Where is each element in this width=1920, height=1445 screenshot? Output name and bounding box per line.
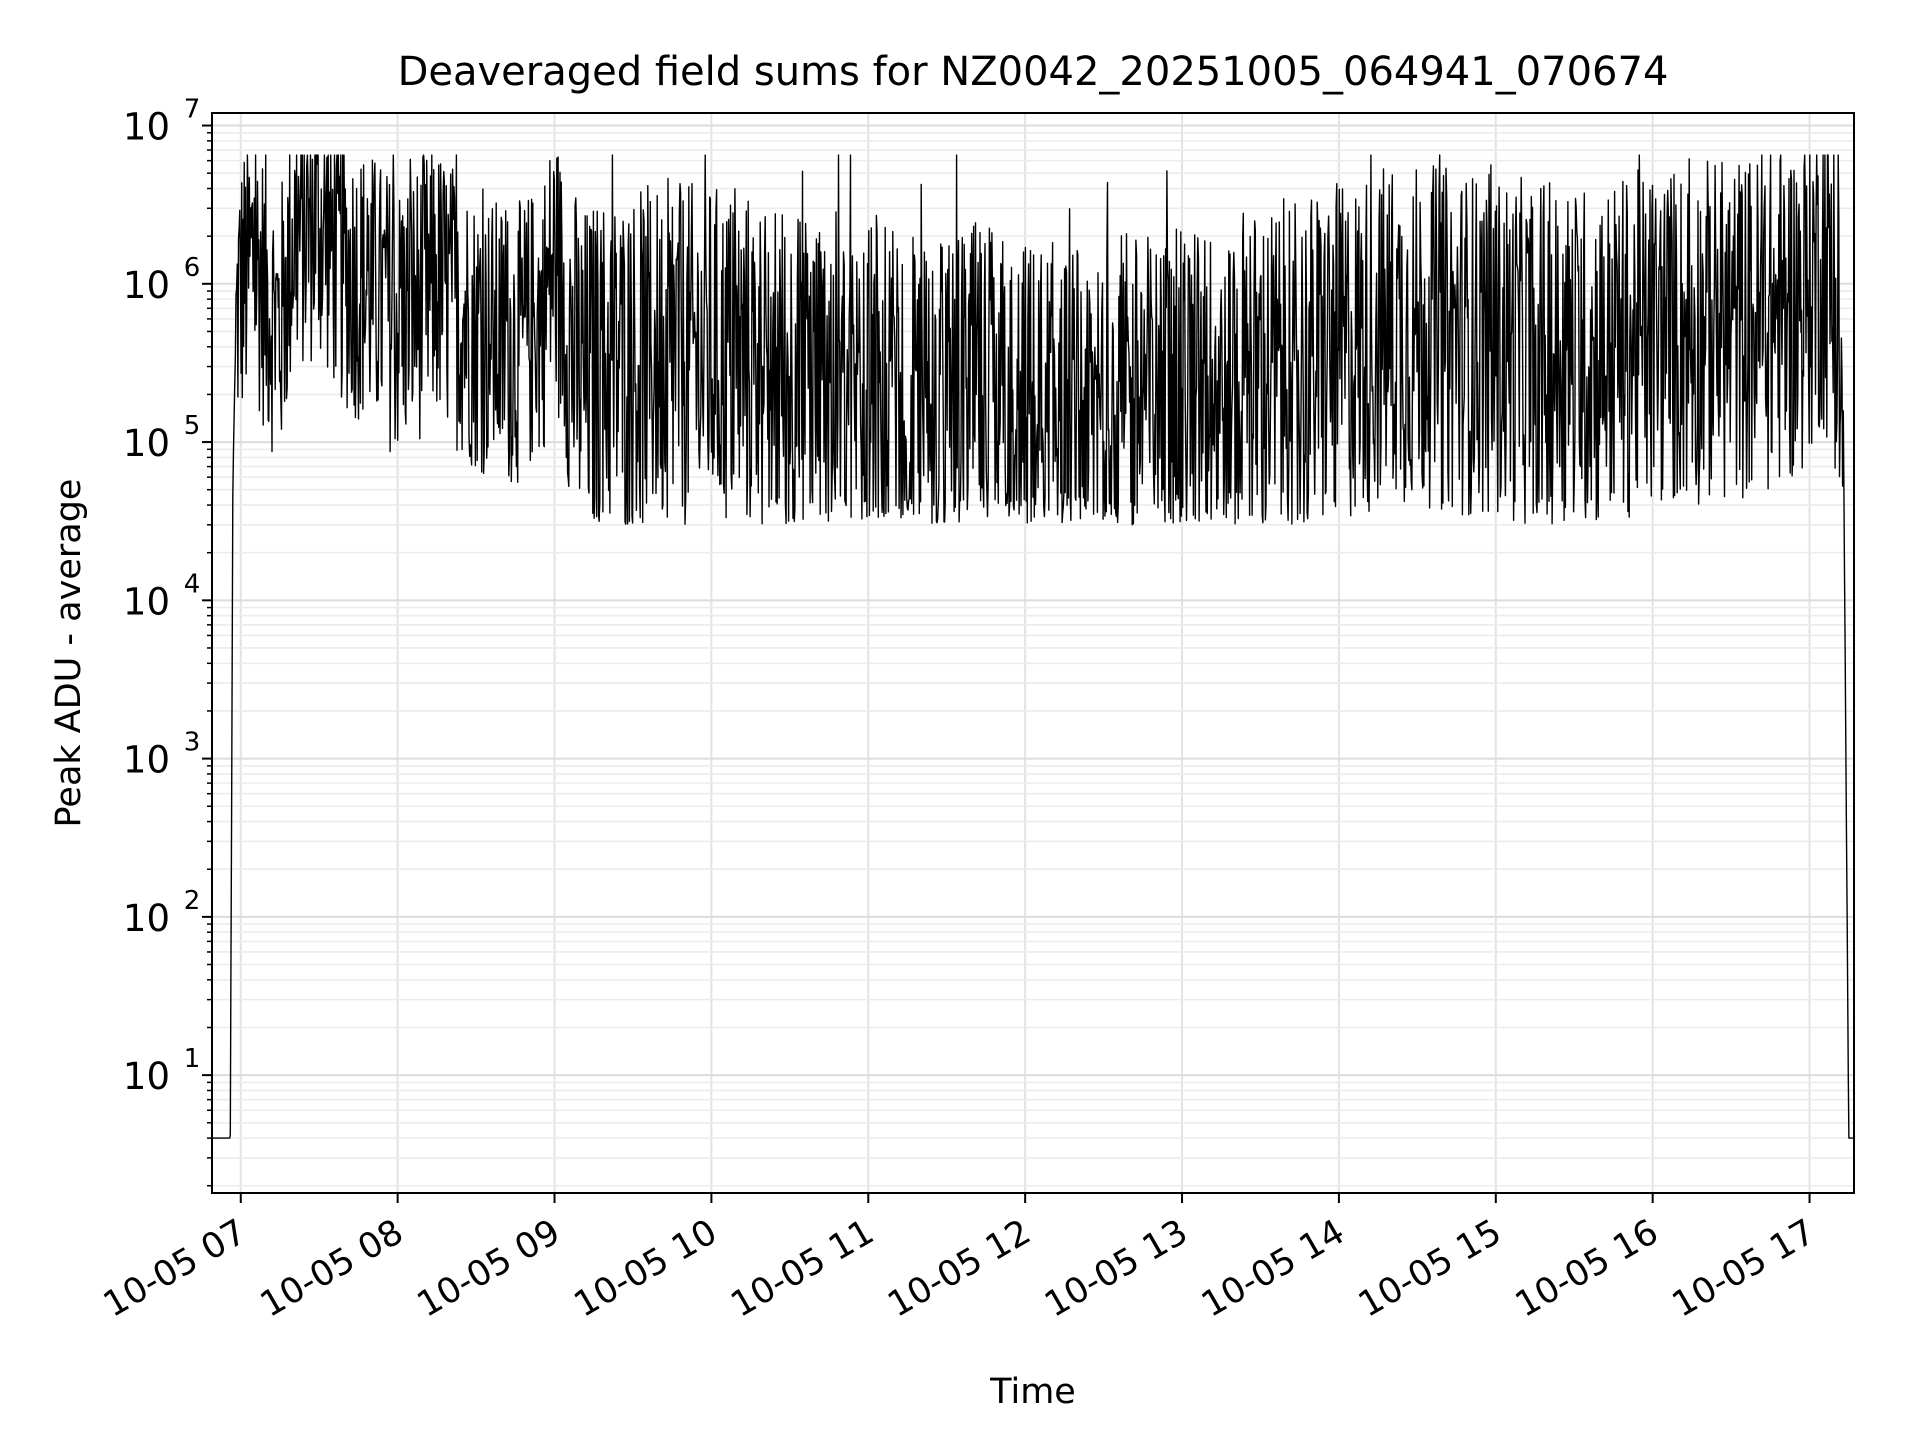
x-tick-label: 10-05 09	[411, 1212, 567, 1325]
chart-title: Deaveraged field sums for NZ0042_2025100…	[398, 49, 1669, 95]
y-tick-exponent: 2	[184, 886, 201, 916]
y-tick-label: 10	[123, 897, 170, 940]
y-tick-label: 10	[123, 264, 170, 307]
y-tick-exponent: 7	[184, 95, 201, 125]
y-axis: 10 1 10 2 10 3 10 4 10 5 10 6 10 7	[123, 95, 212, 1187]
x-axis-label: Time	[989, 1372, 1076, 1412]
y-tick-label: 10	[123, 422, 170, 465]
plot-frame	[211, 112, 1855, 1194]
series-layer	[211, 154, 1855, 1139]
x-tick-label: 10-05 11	[724, 1212, 880, 1325]
x-tick-label: 10-05 10	[568, 1212, 724, 1325]
x-tick-label: 10-05 16	[1509, 1212, 1665, 1325]
x-tick-label: 10-05 08	[254, 1212, 410, 1325]
y-axis-label: Peak ADU - average	[49, 479, 89, 828]
y-tick-label: 10	[123, 580, 170, 623]
x-tick-label: 10-05 14	[1195, 1212, 1351, 1325]
x-tick-label: 10-05 12	[881, 1212, 1037, 1325]
y-tick-label: 10	[123, 106, 170, 149]
series-line	[211, 154, 1855, 1139]
x-axis: 10-05 07 10-05 08 10-05 09 10-05 10 10-05 11…	[97, 1193, 1822, 1325]
y-tick-exponent: 1	[184, 1044, 201, 1074]
y-tick-exponent: 5	[184, 411, 201, 441]
y-tick-exponent: 6	[184, 253, 201, 283]
x-tick-label: 10-05 17	[1666, 1212, 1822, 1325]
y-tick-exponent: 3	[184, 728, 201, 758]
y-tick-label: 10	[123, 1055, 170, 1098]
y-tick-label: 10	[123, 739, 170, 782]
x-tick-label: 10-05 15	[1352, 1212, 1508, 1325]
x-tick-label: 10-05 07	[97, 1212, 253, 1325]
x-tick-label: 10-05 13	[1038, 1212, 1194, 1325]
y-tick-exponent: 4	[184, 569, 201, 599]
